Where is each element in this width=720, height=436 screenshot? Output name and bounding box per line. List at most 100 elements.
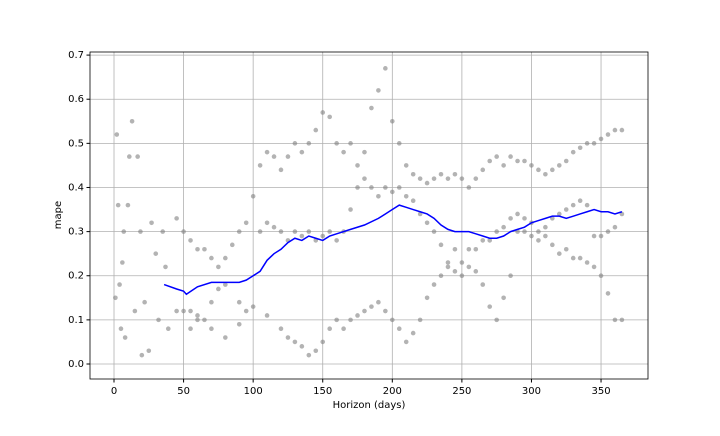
y-axis-label: mape (53, 201, 64, 229)
scatter-point (188, 326, 193, 331)
scatter-point (160, 229, 166, 234)
scatter-point (431, 229, 437, 234)
scatter-point (236, 229, 242, 234)
scatter-point (188, 308, 193, 314)
scatter-point (127, 154, 132, 159)
scatter-point (188, 238, 193, 243)
scatter-point (598, 233, 604, 239)
scatter-point (577, 255, 583, 261)
scatter-point (257, 163, 263, 168)
scatter-point (113, 295, 118, 301)
scatter-point (292, 229, 298, 234)
scatter-point (202, 246, 207, 252)
scatter-point (577, 145, 583, 151)
scatter-point (120, 260, 125, 265)
scatter-point (424, 295, 430, 301)
scatter-point (341, 149, 346, 155)
scatter-point (355, 313, 360, 318)
scatter-point (563, 207, 569, 212)
scatter-point (494, 154, 499, 159)
scatter-point (348, 141, 353, 146)
scatter-point (165, 326, 171, 331)
scatter-point (619, 317, 625, 323)
scatter-point (195, 246, 200, 252)
scatter-point (424, 220, 430, 226)
scatter-point (376, 299, 381, 305)
scatter-point (522, 158, 527, 164)
scatter-point (278, 326, 284, 331)
scatter-point (195, 313, 200, 318)
scatter-point (508, 273, 513, 279)
scatter-point (376, 88, 381, 93)
x-tick-label: 300 (522, 386, 541, 397)
x-tick-label: 100 (244, 386, 263, 397)
scatter-point (605, 132, 611, 137)
scatter-point (132, 308, 138, 314)
scatter-point (605, 229, 611, 234)
scatter-point (431, 282, 437, 287)
scatter-point (445, 264, 451, 270)
scatter-point (410, 171, 416, 177)
scatter-point (115, 202, 121, 208)
trend-line (163, 204, 623, 296)
x-tick-label: 50 (177, 386, 190, 397)
scatter-point (271, 154, 277, 159)
scatter-point (236, 299, 242, 305)
scatter-point (257, 229, 263, 234)
scatter-point (313, 348, 319, 354)
scatter-point (202, 317, 207, 323)
scatter-point (550, 167, 555, 173)
scatter-point (125, 202, 131, 208)
scatter-point (327, 229, 332, 234)
scatter-point (163, 264, 168, 270)
scatter-point (135, 154, 140, 159)
scatter-point (438, 171, 444, 177)
scatter-point (473, 269, 479, 274)
scatter-point (605, 291, 611, 296)
scatter-point (320, 233, 326, 239)
scatter-point (487, 238, 493, 243)
y-tick-label: 0.5 (68, 138, 84, 149)
scatter-point (313, 127, 319, 133)
scatter-point (292, 339, 298, 345)
scatter-point (570, 202, 576, 208)
scatter-point (550, 242, 555, 248)
scatter-point (556, 163, 562, 168)
scatter-point (452, 171, 458, 177)
scatter-point (445, 260, 451, 265)
scatter-point (563, 246, 569, 252)
scatter-point (522, 216, 527, 221)
scatter-point (577, 198, 583, 204)
scatter-point (598, 136, 604, 142)
scatter-point (285, 154, 291, 159)
scatter-point (369, 185, 374, 190)
scatter-point (334, 238, 339, 243)
scatter-point (396, 185, 402, 190)
scatter-point (452, 246, 458, 252)
scatter-point (139, 352, 145, 358)
scatter-point (149, 220, 154, 226)
scatter-point (438, 242, 444, 248)
scatter-point (529, 233, 534, 239)
scatter-point (480, 282, 486, 287)
scatter-point (362, 308, 367, 314)
scatter-point (584, 141, 590, 146)
scatter-point (480, 238, 486, 243)
scatter-point (271, 224, 277, 230)
scatter-point (591, 233, 597, 239)
scatter-point (216, 264, 221, 270)
scatter-point (543, 233, 548, 239)
x-tick-label: 250 (452, 386, 471, 397)
scatter-point (543, 224, 548, 230)
scatter-point (278, 229, 284, 234)
scatter-point (563, 158, 569, 164)
scatter-point (536, 229, 541, 234)
scatter-point (229, 242, 235, 248)
scatter-point (292, 141, 298, 146)
scatter-point (501, 224, 506, 230)
scatter-point (299, 149, 305, 155)
scatter-point (403, 163, 409, 168)
scatter-point (223, 335, 228, 340)
scatter-point (122, 335, 128, 340)
scatter-point (334, 317, 339, 323)
